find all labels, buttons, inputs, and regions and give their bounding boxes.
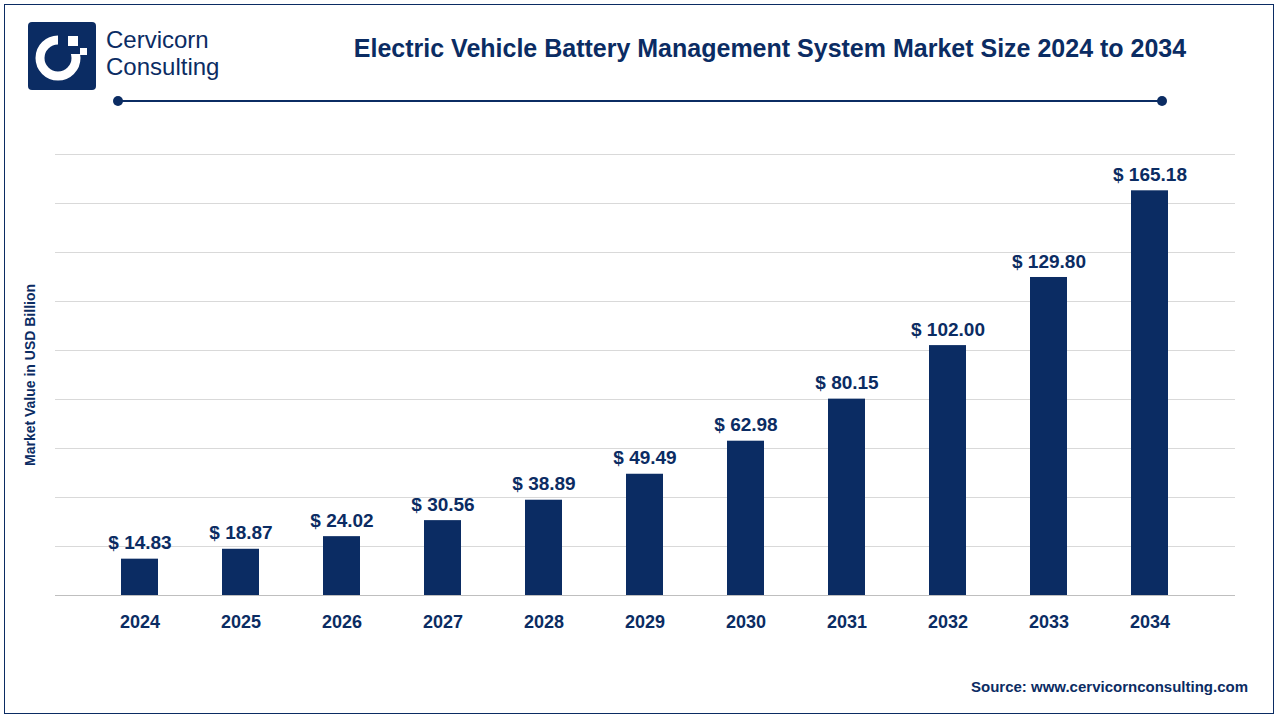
svg-text:2028: 2028 [524,612,564,632]
svg-text:$ 49.49: $ 49.49 [613,447,676,468]
svg-text:2033: 2033 [1029,612,1069,632]
svg-text:$ 14.83: $ 14.83 [108,532,171,553]
svg-text:$ 165.18: $ 165.18 [1113,164,1187,185]
svg-text:2024: 2024 [120,612,160,632]
svg-text:$ 38.89: $ 38.89 [512,473,575,494]
svg-text:$ 24.02: $ 24.02 [310,510,373,531]
svg-text:2031: 2031 [827,612,867,632]
svg-text:Market Value in USD Billion: Market Value in USD Billion [22,284,38,466]
svg-text:2030: 2030 [726,612,766,632]
svg-text:2026: 2026 [322,612,362,632]
svg-text:2029: 2029 [625,612,665,632]
svg-text:$ 80.15: $ 80.15 [815,372,879,393]
svg-text:$ 102.00: $ 102.00 [911,319,985,340]
svg-text:$ 129.80: $ 129.80 [1012,251,1086,272]
html-text:Electric Vehicle Battery Manag: Electric Vehicle Battery Management Syst… [353,34,1187,62]
html-text:Source: www.cervicornconsultin: Source: www.cervicornconsulting.com [971,678,1248,695]
svg-text:2027: 2027 [423,612,463,632]
html-text:Consulting: Consulting [106,53,220,80]
svg-text:$ 18.87: $ 18.87 [209,522,272,543]
svg-text:2034: 2034 [1130,612,1170,632]
svg-text:$ 30.56: $ 30.56 [411,494,474,515]
svg-text:2032: 2032 [928,612,968,632]
html-text:Cervicorn: Cervicorn [106,26,209,53]
svg-text:$ 62.98: $ 62.98 [714,414,777,435]
svg-text:2025: 2025 [221,612,261,632]
